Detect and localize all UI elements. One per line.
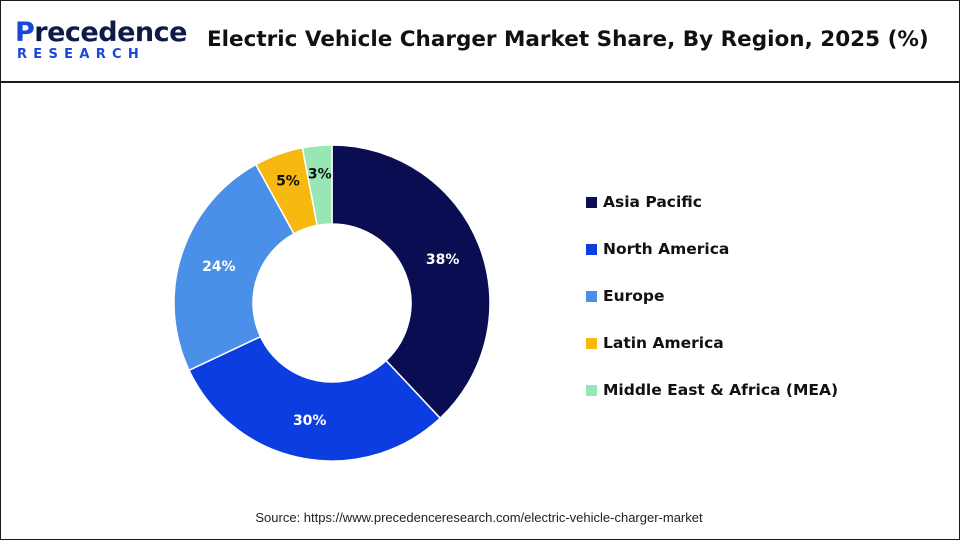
data-label-asia-pacific: 38% [426,252,460,268]
data-label-europe: 24% [202,259,236,275]
donut-slice-middle-east-africa-mea [301,144,333,227]
header: Precedence RESEARCH Electric Vehicle Cha… [1,1,959,83]
data-label-middle-east-africa-mea: 3% [308,167,332,183]
legend-label: Europe [603,287,665,305]
legend-label: Asia Pacific [603,193,702,211]
legend-swatch [586,385,597,396]
donut-slice-north-america [188,335,442,462]
donut-slice-europe [173,163,295,372]
legend-swatch [586,338,597,349]
data-label-north-america: 30% [293,413,327,429]
chart-title: Electric Vehicle Charger Market Share, B… [207,27,929,52]
legend-swatch [586,197,597,208]
precedence-research-logo: Precedence RESEARCH [15,17,187,65]
logo-wordmark-rest: recedence [34,17,187,48]
logo-wordmark: Precedence [15,17,187,49]
legend-label: Middle East & Africa (MEA) [603,381,839,399]
source-note: Source: https://www.precedenceresearch.c… [255,510,703,525]
legend-swatch [586,244,597,255]
data-label-latin-america: 5% [276,174,300,190]
legend-swatch [586,291,597,302]
logo-wordmark-lead: P [15,17,35,48]
legend-label: Latin America [603,334,724,352]
logo-subtitle: RESEARCH [17,47,146,62]
donut-slice-asia-pacific [331,144,491,420]
legend-label: North America [603,240,730,258]
